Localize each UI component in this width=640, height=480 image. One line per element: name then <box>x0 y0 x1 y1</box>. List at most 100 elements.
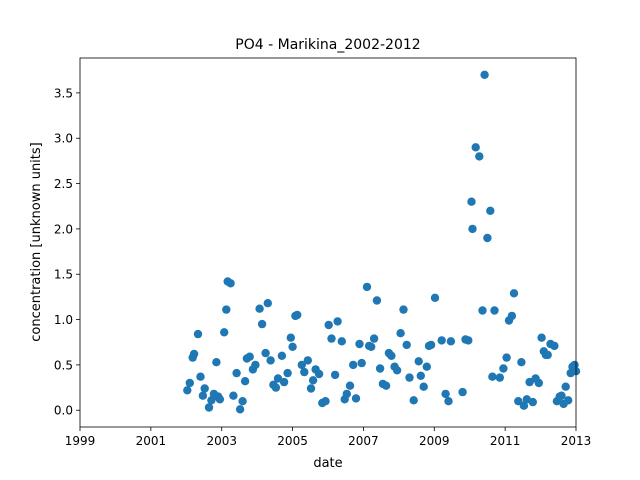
data-point <box>499 364 508 373</box>
data-point <box>426 340 436 350</box>
data-point <box>245 352 254 361</box>
data-point <box>204 403 214 412</box>
data-point <box>283 368 292 378</box>
data-point <box>446 337 456 346</box>
data-points <box>183 70 581 414</box>
data-point <box>441 389 450 399</box>
x-tick-label: 2003 <box>206 434 237 448</box>
data-point <box>238 397 247 406</box>
x-tick-label: 1999 <box>65 434 96 448</box>
y-tick-label: 3.5 <box>54 86 73 100</box>
data-point <box>502 353 511 362</box>
data-point <box>207 396 216 405</box>
data-point <box>220 328 229 337</box>
data-point <box>550 341 559 351</box>
data-point <box>193 329 203 339</box>
y-tick-label: 1.5 <box>54 268 73 282</box>
x-tick-label: 2001 <box>136 434 167 448</box>
x-tick-label: 2005 <box>277 434 308 448</box>
y-tick-label: 2.0 <box>54 222 73 236</box>
chart-title: PO4 - Marikina_2002-2012 <box>235 37 420 53</box>
data-point <box>185 378 194 388</box>
x-tick-label: 2011 <box>490 434 521 448</box>
data-point <box>372 296 382 305</box>
data-point <box>396 329 405 338</box>
data-point <box>528 397 537 407</box>
data-point <box>314 369 324 379</box>
data-point <box>437 336 446 345</box>
data-point <box>564 396 573 405</box>
data-point <box>255 304 264 313</box>
data-point <box>212 358 221 367</box>
data-point <box>490 306 499 315</box>
data-point <box>483 233 492 243</box>
data-point <box>333 317 342 326</box>
data-point <box>480 70 489 80</box>
x-tick-label: 2013 <box>561 434 592 448</box>
data-point <box>537 333 546 342</box>
data-point <box>561 382 570 391</box>
data-point <box>387 351 396 360</box>
data-point <box>229 391 238 400</box>
data-point <box>357 358 366 368</box>
data-point <box>235 405 245 414</box>
data-point <box>200 384 209 393</box>
data-point <box>444 397 453 406</box>
data-point <box>570 360 579 370</box>
data-point <box>342 389 351 399</box>
data-point <box>416 371 425 380</box>
y-tick-label: 3.0 <box>54 132 73 146</box>
data-point <box>464 336 473 345</box>
data-point <box>419 382 428 391</box>
data-point <box>300 367 309 377</box>
data-point <box>327 334 336 343</box>
data-point <box>345 381 355 390</box>
plot-frame <box>79 57 577 428</box>
data-point <box>351 394 361 403</box>
data-point <box>381 381 391 390</box>
x-tick-label: 2009 <box>419 434 450 448</box>
data-point <box>306 384 316 393</box>
data-point <box>514 397 523 406</box>
y-tick-label: 0.0 <box>54 404 73 418</box>
data-point <box>458 387 467 397</box>
y-tick-label: 2.5 <box>54 177 73 191</box>
data-point <box>257 319 267 329</box>
data-point <box>240 377 250 386</box>
data-point <box>337 337 346 346</box>
data-point <box>402 340 411 350</box>
data-point <box>251 360 260 370</box>
data-point <box>330 370 340 380</box>
data-point <box>399 305 408 314</box>
data-point <box>266 356 275 365</box>
y-axis: 0.0 0.5 1.0 1.5 2.0 2.5 3.0 3.5 <box>54 86 80 418</box>
data-point <box>215 395 225 404</box>
data-point <box>308 376 318 385</box>
data-point <box>321 397 330 406</box>
data-point <box>271 383 281 392</box>
data-point <box>409 396 418 405</box>
data-point <box>293 310 302 320</box>
data-point <box>467 197 476 206</box>
y-tick-label: 1.0 <box>54 313 73 327</box>
data-point <box>422 362 431 371</box>
data-point <box>495 373 504 382</box>
data-point <box>232 368 241 378</box>
y-axis-label: concentration [unknown units] <box>29 142 44 341</box>
data-point <box>478 306 487 315</box>
data-point <box>475 152 484 161</box>
data-point <box>277 351 287 360</box>
data-point <box>349 360 358 370</box>
data-point <box>369 334 379 343</box>
data-point <box>303 356 312 365</box>
data-point <box>367 342 376 351</box>
data-point <box>297 360 306 370</box>
x-tick-label: 2007 <box>348 434 379 448</box>
data-point <box>517 358 526 367</box>
x-axis: 1999 2001 2003 2005 2007 2009 2011 2013 <box>65 427 592 448</box>
data-point <box>509 289 519 298</box>
data-point <box>263 299 272 308</box>
data-point <box>222 305 231 314</box>
data-point <box>279 377 289 387</box>
